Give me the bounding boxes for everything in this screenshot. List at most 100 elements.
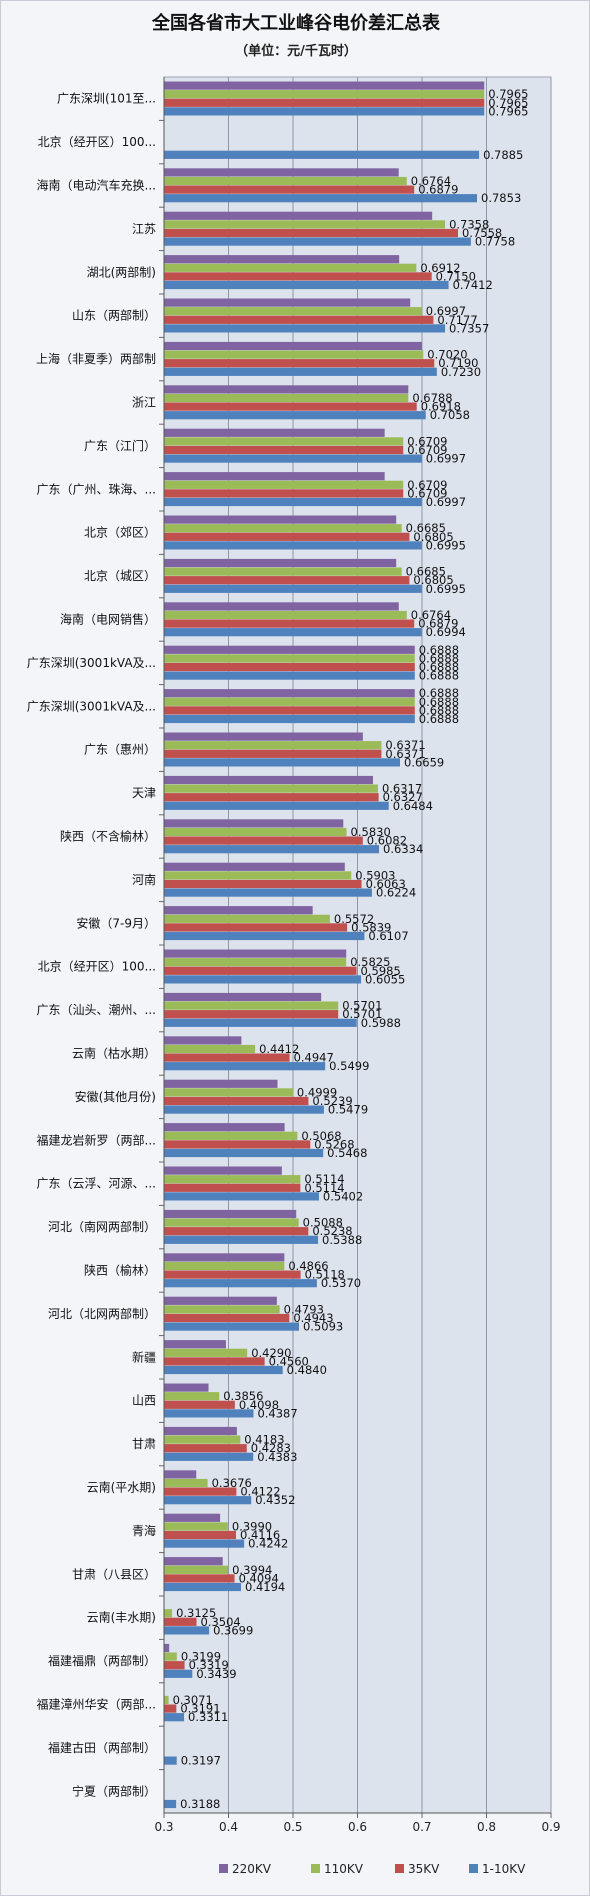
bar-220kv <box>164 81 485 90</box>
bar-220kv <box>164 472 385 481</box>
bar-35kv <box>164 1530 236 1540</box>
category-label: 海南（电网销售） <box>60 612 156 627</box>
data-label: 0.7965 <box>488 96 528 110</box>
data-label: 0.5114 <box>304 1181 344 1195</box>
category-label: 福建福鼎（两部制） <box>48 1653 156 1668</box>
bar-35kv <box>164 1053 290 1062</box>
data-label: 0.5468 <box>327 1146 367 1160</box>
bar-1-10kv <box>164 1148 324 1158</box>
data-label: 0.4947 <box>294 1051 334 1065</box>
bar-220kv <box>164 732 363 741</box>
bar-220kv <box>164 992 322 1002</box>
data-label: 0.6055 <box>365 972 405 986</box>
bar-35kv <box>164 1313 290 1323</box>
bar-1-10kv <box>164 237 471 246</box>
bar-1-10kv <box>164 845 380 854</box>
bar-220kv <box>164 298 411 307</box>
bar-220kv <box>164 689 415 698</box>
bar-220kv <box>164 211 433 220</box>
data-label: 0.6997 <box>426 304 466 318</box>
data-label: 0.6764 <box>411 174 451 188</box>
category-label: 广东（江门） <box>84 438 156 453</box>
data-label: 0.4290 <box>251 1346 291 1360</box>
bar-1-10kv <box>164 1235 319 1244</box>
bar-35kv <box>164 1444 247 1453</box>
data-label: 0.6994 <box>426 625 466 639</box>
category-label: 北京（经开区）100... <box>38 135 156 149</box>
data-label: 0.3699 <box>213 1623 253 1637</box>
category-label: 福建古田（两部制） <box>48 1740 156 1755</box>
data-label: 0.5088 <box>303 1216 343 1230</box>
data-label: 0.6888 <box>419 660 459 674</box>
x-tick-label: 0.9 <box>541 1820 560 1834</box>
bar-35kv <box>164 576 410 585</box>
bar-35kv <box>164 1140 311 1149</box>
bar-35kv <box>164 445 404 455</box>
bar-1-10kv <box>164 1799 177 1809</box>
data-label: 0.5830 <box>351 825 391 839</box>
bar-1-10kv <box>164 150 480 159</box>
data-label: 0.5093 <box>303 1320 343 1334</box>
bar-35kv <box>164 1357 265 1366</box>
data-label: 0.7358 <box>449 217 489 231</box>
category-label: 上海（非夏季）两部制 <box>36 351 156 366</box>
data-label: 0.4183 <box>244 1433 284 1447</box>
data-label: 0.3188 <box>180 1797 220 1811</box>
data-label: 0.6997 <box>426 452 466 466</box>
bar-110kv <box>164 1261 285 1271</box>
bar-1-10kv <box>164 454 422 463</box>
data-label: 0.3856 <box>223 1389 263 1403</box>
bar-1-10kv <box>164 1062 326 1071</box>
data-label: 0.4999 <box>297 1085 337 1099</box>
bar-110kv <box>164 1435 241 1444</box>
data-label: 0.6484 <box>393 799 433 813</box>
category-label: 江苏 <box>132 222 156 236</box>
bar-1-10kv <box>164 1756 177 1765</box>
x-tick-label: 0.4 <box>219 1820 238 1834</box>
data-label: 0.5238 <box>312 1224 352 1238</box>
bar-1-10kv <box>164 367 437 376</box>
bar-110kv <box>164 1695 169 1705</box>
legend-label: 35KV <box>408 1862 440 1876</box>
data-label: 0.6888 <box>419 643 459 657</box>
category-label: 福建漳州华安（两部... <box>37 1697 156 1712</box>
data-label: 0.6659 <box>404 755 444 769</box>
bar-220kv <box>164 775 373 785</box>
data-label: 0.6918 <box>421 400 461 414</box>
x-tick-label: 0.8 <box>477 1820 496 1834</box>
data-label: 0.6788 <box>412 391 452 405</box>
bar-220kv <box>164 819 344 828</box>
data-label: 0.5388 <box>322 1233 362 1247</box>
legend-swatch <box>311 1864 320 1873</box>
bar-220kv <box>164 1426 237 1436</box>
data-label: 0.7412 <box>453 278 493 292</box>
data-label: 0.7965 <box>488 104 528 118</box>
data-label: 0.7020 <box>427 348 467 362</box>
bar-220kv <box>164 1166 282 1175</box>
data-label: 0.6709 <box>407 443 447 457</box>
data-label: 0.6805 <box>413 573 453 587</box>
bar-110kv <box>164 1088 293 1097</box>
data-label: 0.6995 <box>426 538 466 552</box>
bar-110kv <box>164 1392 220 1401</box>
data-label: 0.4242 <box>248 1537 288 1551</box>
bar-35kv <box>164 228 458 238</box>
bar-35kv <box>164 836 363 845</box>
bar-1-10kv <box>164 1669 193 1678</box>
data-label: 0.7758 <box>475 235 515 249</box>
data-label: 0.6912 <box>420 261 460 275</box>
bar-1-10kv <box>164 1713 185 1722</box>
bar-1-10kv <box>164 758 401 767</box>
bar-110kv <box>164 567 402 576</box>
data-label: 0.6334 <box>383 842 423 856</box>
bar-35kv <box>164 98 485 107</box>
data-label: 0.7150 <box>436 269 476 283</box>
bar-220kv <box>164 1036 242 1045</box>
data-label: 0.3125 <box>176 1606 216 1620</box>
bar-220kv <box>164 515 397 524</box>
data-label: 0.5701 <box>342 1007 382 1021</box>
bar-110kv <box>164 524 402 533</box>
data-label: 0.6063 <box>366 877 406 891</box>
data-label: 0.6317 <box>382 782 422 796</box>
